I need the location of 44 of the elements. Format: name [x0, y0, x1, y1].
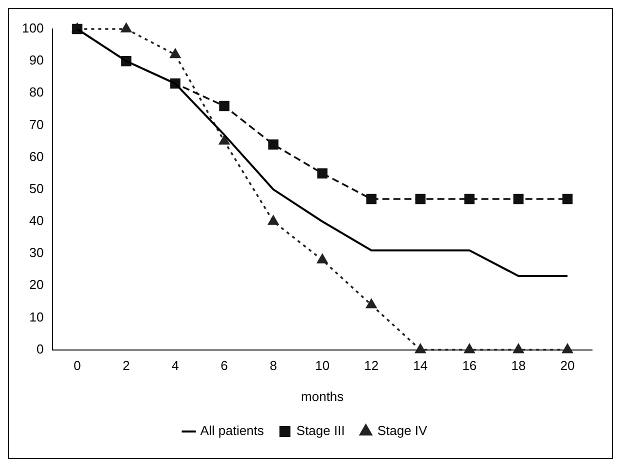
point — [415, 194, 426, 204]
y-tick-label: 70 — [29, 116, 44, 132]
legend-label: Stage IV — [377, 423, 428, 438]
x-tick-label: 16 — [462, 358, 477, 374]
x-axis-title: months — [301, 388, 344, 404]
point — [366, 194, 377, 204]
y-tick-label: 40 — [29, 213, 44, 228]
y-tick-label: 0 — [36, 341, 44, 356]
x-tick-label: 14 — [413, 358, 428, 374]
x-tick-label: 8 — [270, 358, 277, 374]
point — [562, 344, 573, 354]
point — [464, 344, 475, 354]
point — [366, 298, 377, 308]
legend-label: Stage III — [296, 423, 345, 438]
x-tick-label: 4 — [172, 358, 179, 374]
point — [170, 48, 180, 58]
x-tick-label: 18 — [511, 358, 526, 374]
x-tick-label: 0 — [74, 358, 81, 374]
y-tick-label: 50 — [29, 180, 44, 196]
point — [317, 254, 328, 264]
y-tick-label: 100 — [22, 20, 44, 36]
x-tick-label: 20 — [560, 358, 575, 374]
y-tick-label: 20 — [29, 277, 44, 292]
point — [219, 135, 230, 145]
point — [562, 194, 573, 204]
point — [415, 344, 426, 354]
x-tick-label: 6 — [220, 358, 228, 374]
point — [268, 216, 279, 225]
y-tick-label: 10 — [29, 309, 44, 324]
point — [268, 139, 278, 150]
x-tick-label: 2 — [122, 358, 130, 374]
y-tick-label: 60 — [29, 148, 44, 164]
point — [464, 194, 475, 204]
point — [513, 344, 524, 354]
y-tick-label: 30 — [29, 245, 44, 260]
point — [121, 23, 132, 32]
y-tick-label: 90 — [29, 52, 44, 68]
x-tick-label: 12 — [364, 358, 379, 374]
y-tick-label: 80 — [29, 84, 44, 100]
point — [513, 194, 524, 204]
x-tick-label: 10 — [315, 358, 330, 374]
legend-label: All patients — [200, 423, 264, 438]
point — [219, 100, 230, 112]
point — [317, 168, 328, 179]
